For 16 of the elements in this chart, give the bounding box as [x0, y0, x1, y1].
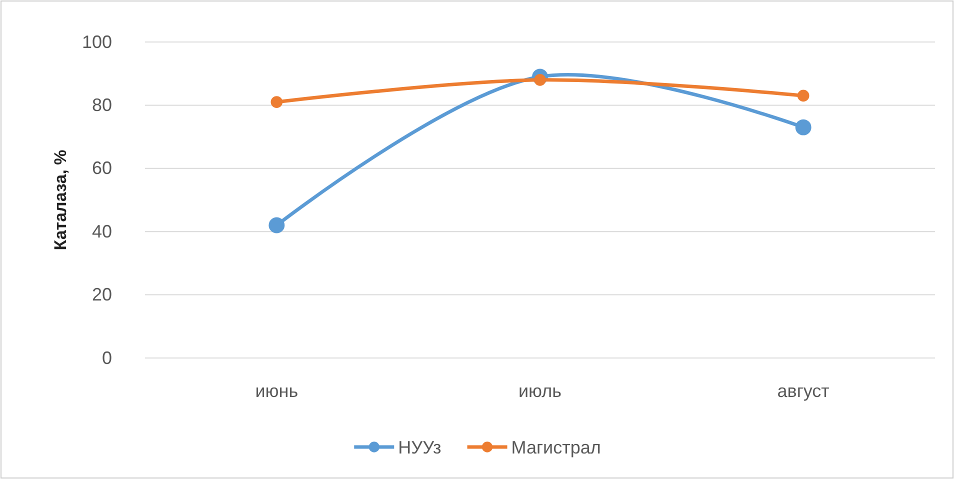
x-tick-label: июнь — [255, 380, 298, 401]
y-axis-title: Каталаза, % — [51, 150, 70, 250]
y-tick-label: 0 — [102, 348, 112, 368]
y-tick-label: 100 — [82, 32, 112, 52]
y-tick-label: 80 — [92, 94, 112, 115]
legend-label: НУУз — [398, 437, 442, 458]
point — [268, 217, 285, 234]
x-tick-label: июль — [518, 380, 562, 401]
y-tick-label: 20 — [92, 284, 112, 305]
point — [795, 119, 812, 136]
x-tick-label: август — [777, 380, 830, 401]
point — [270, 96, 283, 108]
y-tick-label: 40 — [92, 221, 112, 242]
point — [797, 90, 810, 102]
legend-label: Магистрал — [511, 437, 601, 458]
y-tick-label: 60 — [92, 158, 112, 178]
